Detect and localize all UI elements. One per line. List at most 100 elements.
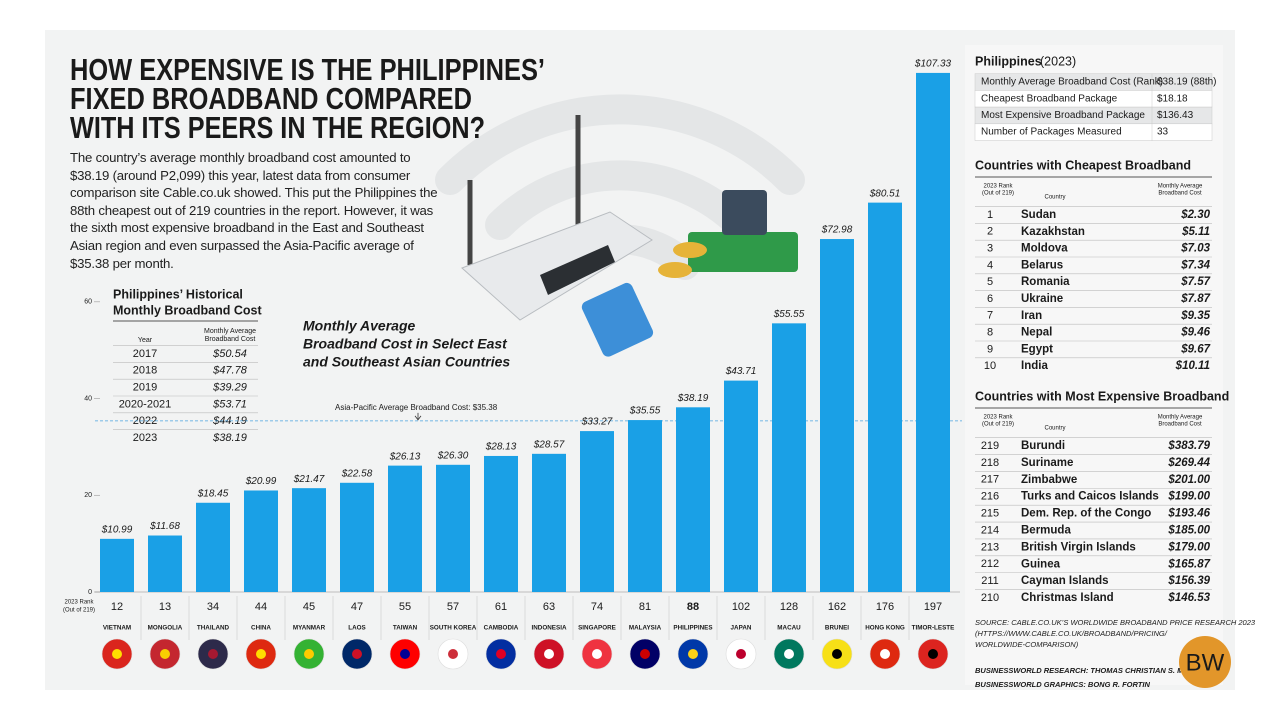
rank: 8	[987, 327, 993, 339]
rank: 210	[981, 592, 999, 604]
value-label: $43.71	[725, 366, 757, 377]
page-title: WITH ITS PEERS IN THE REGION?	[70, 110, 485, 145]
rank-label: 57	[447, 601, 459, 613]
flag-emblem	[880, 649, 890, 659]
cost: $7.03	[1180, 243, 1210, 255]
rank-label: 34	[207, 601, 219, 613]
country: Egypt	[1021, 343, 1053, 355]
rank-header: 2023 Rank	[64, 600, 94, 606]
country: Turks and Caicos Islands	[1021, 491, 1159, 503]
cost: $9.67	[1180, 343, 1210, 355]
row-value: 33	[1157, 127, 1169, 138]
side-panel	[965, 45, 1223, 685]
country: Ukraine	[1021, 293, 1063, 305]
cost: $5.11	[1181, 226, 1210, 238]
cost: $146.53	[1167, 592, 1210, 604]
rank-label: 47	[351, 601, 363, 613]
y-tick-label: 40	[84, 395, 92, 402]
x-tick-label: LAOS	[348, 625, 366, 632]
x-tick-label: MALAYSIA	[629, 625, 662, 632]
bar	[916, 72, 950, 593]
bar	[100, 538, 134, 592]
wifi-arc	[435, 94, 805, 195]
chart-title: Broadband Cost in Select East	[303, 336, 508, 352]
y-tick-label: 0	[88, 589, 92, 596]
year: 2020-2021	[119, 398, 172, 410]
column-header: 2023 Rank	[983, 184, 1013, 190]
rank: 211	[981, 575, 999, 587]
column-header: (Out of 219)	[982, 191, 1014, 197]
rank-label: 44	[255, 601, 267, 613]
value-label: $21.47	[293, 474, 325, 485]
value-label: $26.13	[389, 451, 421, 462]
rank: 216	[981, 491, 999, 503]
country: Iran	[1021, 310, 1042, 322]
reference-arrow	[414, 412, 422, 421]
column-header: Country	[1044, 426, 1065, 432]
x-tick-label: BRUNEI	[825, 625, 849, 632]
value-label: $80.51	[869, 188, 901, 199]
column-header: Country	[1044, 195, 1065, 201]
country: Romania	[1021, 276, 1070, 288]
rank: 10	[984, 360, 996, 372]
row-band	[974, 123, 1213, 141]
bar	[628, 420, 662, 592]
column-header: Broadband Cost	[1158, 422, 1202, 428]
cost: $269.44	[1167, 457, 1210, 469]
chart-title: Monthly Average	[303, 318, 415, 334]
country: Moldova	[1021, 243, 1068, 255]
row-label: Monthly Average Broadband Cost (Rank)	[981, 77, 1163, 88]
flag-emblem	[640, 649, 650, 659]
cost: $53.71	[212, 398, 247, 410]
year: 2017	[133, 348, 157, 360]
cost: $39.29	[212, 382, 247, 394]
cost: $10.11	[1175, 360, 1210, 372]
x-tick-label: INDONESIA	[532, 625, 567, 632]
rank: 5	[987, 276, 993, 288]
column-header: Monthly Average	[1158, 184, 1203, 190]
flag-emblem	[688, 649, 698, 659]
source: SOURCE: CABLE.CO.UK’S WORLDWIDE BROADBAN…	[975, 618, 1256, 627]
x-tick-label: TIMOR-LESTE	[912, 625, 955, 632]
country: Kazakhstan	[1021, 226, 1085, 238]
x-tick-label: TAIWAN	[393, 625, 418, 632]
country: Dem. Rep. of the Congo	[1021, 508, 1151, 520]
coins	[658, 262, 692, 278]
bar	[532, 453, 566, 592]
cost: $383.79	[1167, 440, 1210, 452]
bar	[388, 465, 422, 592]
table-title: Countries with Cheapest Broadband	[975, 158, 1191, 172]
flag-emblem	[256, 649, 266, 659]
cost: $179.00	[1167, 541, 1210, 553]
rank: 6	[987, 293, 993, 305]
country: Bermuda	[1021, 525, 1071, 537]
cost: $38.19	[212, 432, 247, 444]
cost: $9.46	[1180, 327, 1210, 339]
rank-label: 45	[303, 601, 315, 613]
column-header: (Out of 219)	[982, 422, 1014, 428]
x-tick-label: CHINA	[251, 625, 271, 632]
flag-emblem	[832, 649, 842, 659]
rank: 217	[981, 474, 999, 486]
source: WORLDWIDE-COMPARISON)	[975, 640, 1079, 649]
table-subtitle: (2023)	[1040, 54, 1076, 68]
rank: 9	[987, 343, 993, 355]
column-header: Monthly Average	[204, 328, 256, 335]
bar	[292, 488, 326, 592]
router-illustration	[461, 115, 798, 357]
cost: $50.54	[212, 348, 247, 360]
x-tick-label: MYANMAR	[293, 625, 326, 632]
value-label: $28.13	[485, 442, 517, 453]
value-label: $20.99	[245, 476, 277, 487]
bar	[580, 431, 614, 592]
country: Belarus	[1021, 259, 1063, 271]
x-tick-label: MACAU	[777, 625, 801, 632]
row-label: Most Expensive Broadband Package	[981, 110, 1145, 121]
value-label: $22.58	[341, 468, 373, 479]
rank: 214	[981, 524, 999, 536]
cost: $7.87	[1180, 293, 1210, 305]
year: 2023	[133, 432, 157, 444]
value-label: $18.45	[197, 488, 229, 499]
page-title: HOW EXPENSIVE IS THE PHILIPPINES’	[70, 52, 545, 87]
